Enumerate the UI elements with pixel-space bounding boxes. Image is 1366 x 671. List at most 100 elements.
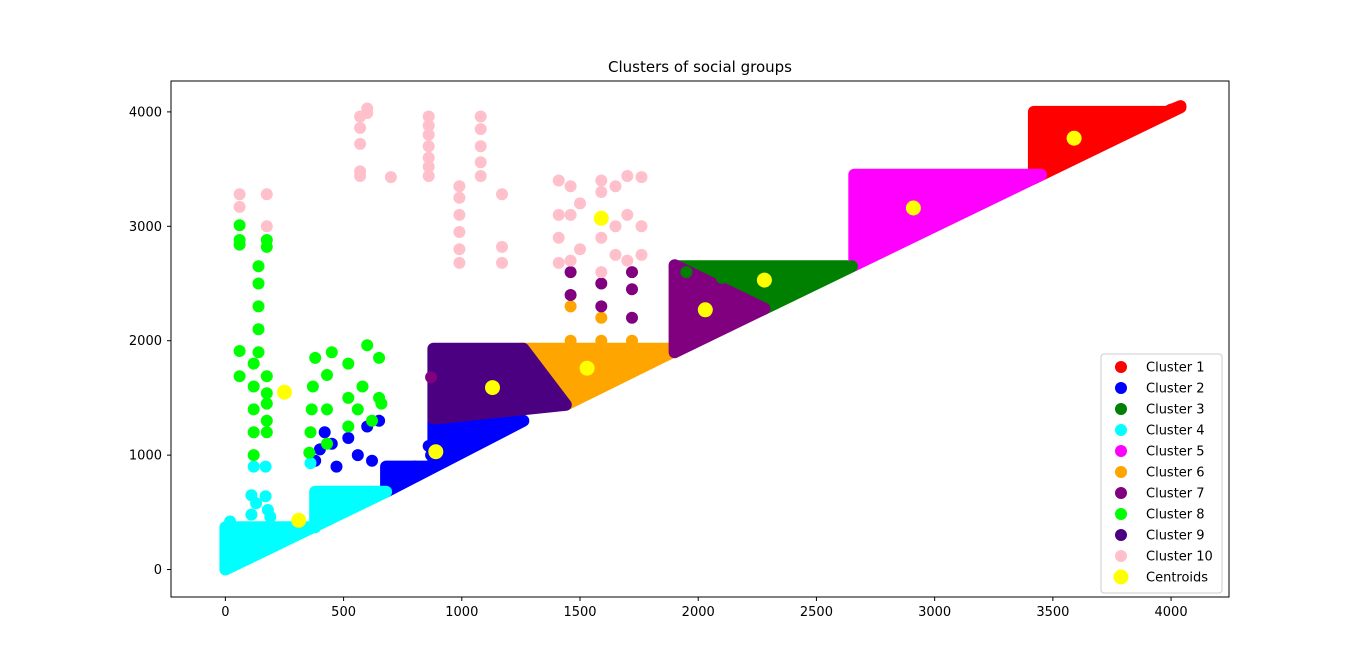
legend-marker — [1115, 445, 1127, 457]
cluster-10-point — [595, 231, 608, 244]
cluster-10-point — [595, 266, 608, 279]
cluster-8-point — [373, 351, 386, 364]
cluster-4-point — [245, 508, 258, 521]
legend-label: Cluster 1 — [1146, 361, 1205, 376]
cluster-10-point — [635, 248, 648, 261]
cluster-7-point — [564, 266, 577, 279]
cluster-10-point — [354, 165, 367, 178]
cluster-8-point — [305, 403, 318, 416]
cluster-8-point — [247, 380, 260, 393]
cluster-5-point — [952, 197, 965, 210]
cluster-2-point — [479, 420, 492, 433]
cluster-7-point — [626, 266, 638, 279]
cluster-8-point — [252, 277, 265, 290]
cluster-8-point — [252, 346, 265, 359]
cluster-10-point — [621, 170, 634, 182]
cluster-2-point — [330, 460, 343, 473]
cluster-2-point — [318, 426, 331, 439]
centroid-point — [579, 360, 595, 376]
cluster-10-point — [609, 180, 622, 193]
cluster-9-point — [526, 369, 539, 381]
cluster-1-point — [1032, 108, 1045, 121]
legend-label: Cluster 3 — [1146, 403, 1205, 418]
cluster-9-point — [432, 346, 445, 359]
cluster-8-point — [233, 345, 246, 357]
cluster-6-point — [564, 334, 577, 347]
cluster-8-point — [306, 380, 319, 393]
cluster-10-point — [496, 240, 508, 253]
cluster-6-point — [644, 346, 657, 359]
cluster-8-point — [260, 397, 273, 410]
cluster-5-point — [853, 243, 865, 256]
y-tick-label: 1000 — [129, 449, 162, 464]
cluster-3-point — [845, 260, 858, 273]
cluster-10-point — [564, 180, 577, 193]
cluster-8-point — [252, 300, 265, 313]
x-tick-label: 4000 — [1155, 605, 1188, 620]
cluster-10-point — [422, 110, 435, 123]
centroid-point — [905, 200, 921, 216]
legend-box — [1100, 353, 1223, 594]
cluster-5-point — [999, 172, 1012, 185]
cluster-10-point — [552, 208, 565, 221]
cluster-4-point — [228, 540, 241, 553]
legend-label: Cluster 10 — [1146, 550, 1213, 565]
cluster-5-region — [848, 168, 1047, 272]
centroid-point — [485, 380, 500, 396]
cluster-10-point — [574, 243, 586, 256]
cluster-2-point — [342, 432, 355, 444]
cluster-4-point — [224, 515, 237, 528]
cluster-10-point — [609, 220, 622, 233]
cluster-7-point — [595, 277, 608, 290]
centroid-point — [1066, 130, 1082, 146]
cluster-10-point — [361, 102, 374, 115]
cluster-8-point — [252, 260, 265, 273]
plot-area — [219, 100, 1187, 576]
x-tick-label: 1000 — [445, 605, 478, 620]
cluster-10-point — [609, 248, 622, 261]
cluster-10-point — [422, 140, 435, 153]
cluster-8-point — [233, 238, 246, 251]
cluster-2-point — [384, 472, 397, 484]
cluster-6-point — [595, 311, 608, 324]
legend-marker — [1115, 424, 1127, 436]
cluster-8-point — [361, 339, 374, 352]
cluster-9-point — [550, 391, 563, 404]
x-tick-label: 0 — [221, 605, 229, 620]
legend-label: Cluster 8 — [1146, 508, 1205, 523]
cluster-10-point — [552, 174, 565, 187]
cluster-8-point — [260, 240, 273, 253]
cluster-1-point — [1117, 117, 1130, 130]
cluster-8-point — [321, 369, 333, 381]
plot-frame — [170, 80, 1230, 598]
cluster-10-point — [260, 188, 273, 201]
cluster-8-point — [375, 397, 388, 410]
cluster-8-point — [321, 437, 333, 450]
cluster-10-point — [260, 220, 273, 233]
cluster-3-point — [680, 266, 693, 279]
y-tick-label: 0 — [154, 563, 162, 578]
cluster-1-point — [1165, 103, 1178, 116]
cluster-10-point — [474, 170, 487, 182]
cluster-9-point — [503, 391, 516, 404]
legend-marker — [1115, 550, 1127, 562]
cluster-5-point — [857, 174, 870, 187]
cluster-10-point — [354, 137, 367, 150]
cluster-8-point — [247, 403, 260, 416]
cluster-10-point — [474, 156, 487, 169]
y-tick-label: 4000 — [129, 105, 162, 120]
y-axis: 0 1000 2000 3000 4000 — [129, 105, 171, 578]
legend-marker — [1115, 361, 1127, 373]
cluster-2-point — [408, 460, 421, 473]
cluster-6-point — [595, 334, 608, 347]
centroid-point — [291, 512, 307, 528]
x-tick-label: 3500 — [1036, 605, 1069, 620]
cluster-3-point — [715, 271, 728, 284]
legend-marker — [1113, 569, 1129, 585]
cluster-10-point — [552, 256, 565, 269]
cluster-2-point — [351, 449, 364, 462]
legend-label: Cluster 2 — [1146, 382, 1205, 397]
cluster-8-point — [366, 414, 378, 427]
legend-label: Cluster 6 — [1146, 466, 1205, 481]
cluster-7-point — [595, 300, 608, 313]
